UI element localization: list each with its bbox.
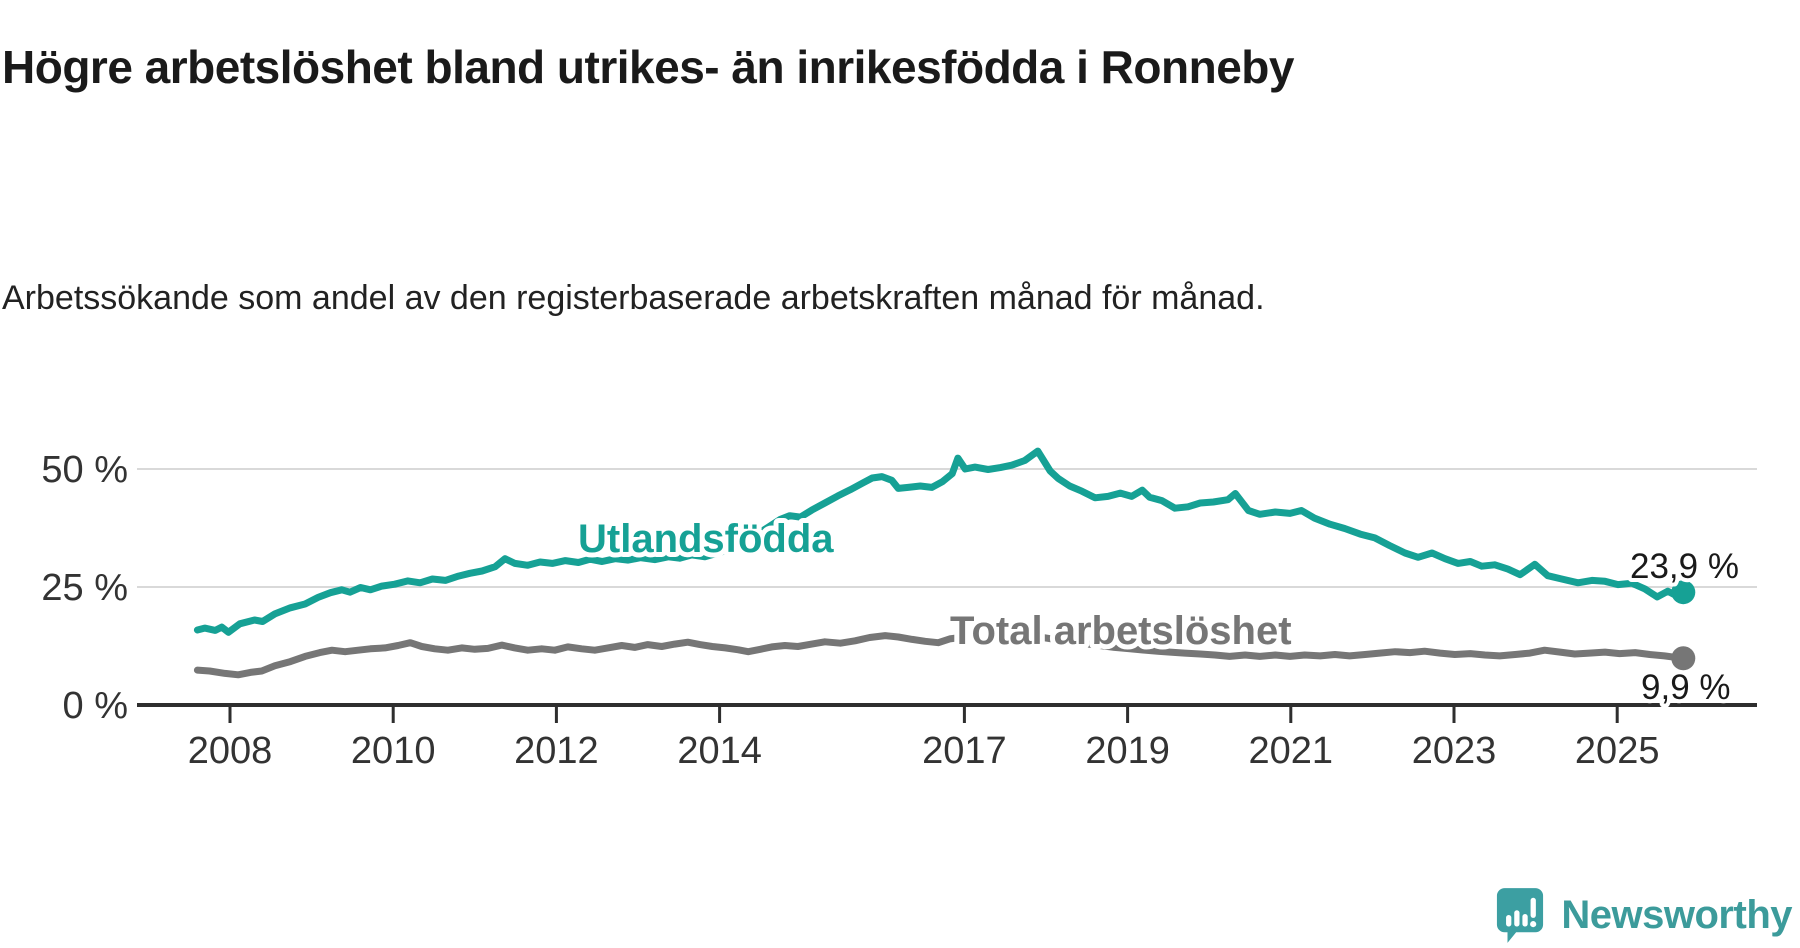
series-lines (193, 447, 1696, 679)
page-title: Högre arbetslöshet bland utrikes- än inr… (2, 40, 1294, 93)
y-axis-labels: 0 % 25 % 50 % (41, 449, 128, 727)
end-value-label-total: 9,9 % (1641, 668, 1731, 707)
series-end-dot-0 (1671, 580, 1696, 605)
x-tick-label: 2021 (1249, 730, 1334, 772)
newsworthy-logo: Newsworthy (1495, 886, 1792, 944)
x-tick-label: 2023 (1412, 730, 1497, 772)
x-tick-label: 2019 (1085, 730, 1170, 772)
x-tick-label: 2010 (351, 730, 436, 772)
x-tick-label: 2017 (922, 730, 1007, 772)
series-label-total-arbetsloshet: Total arbetslöshet (950, 609, 1292, 653)
series-line-1 (193, 632, 1687, 679)
x-tick-label: 2008 (188, 730, 273, 772)
series-label-utlandsfodda: Utlandsfödda (578, 517, 834, 561)
x-axis: 2008 2010 2012 2014 2017 2019 2021 2023 2025 (137, 703, 1757, 772)
x-tick-label: 2014 (677, 730, 762, 772)
y-tick-label: 0 % (63, 685, 128, 727)
y-tick-label: 50 % (41, 449, 128, 491)
x-tick-label: 2012 (514, 730, 599, 772)
series-end-dot-1 (1671, 646, 1696, 671)
end-value-label-utlandsfodda: 23,9 % (1630, 547, 1739, 586)
chart-subtitle: Arbetssökande som andel av den registerb… (2, 279, 1265, 317)
series-line-0 (193, 447, 1687, 636)
x-tick-label: 2025 (1575, 730, 1660, 772)
newsworthy-speech-bubble-chart-icon (1497, 888, 1544, 943)
gridlines (137, 468, 1757, 588)
y-tick-label: 25 % (41, 567, 128, 609)
newsworthy-wordmark: Newsworthy (1561, 892, 1792, 937)
